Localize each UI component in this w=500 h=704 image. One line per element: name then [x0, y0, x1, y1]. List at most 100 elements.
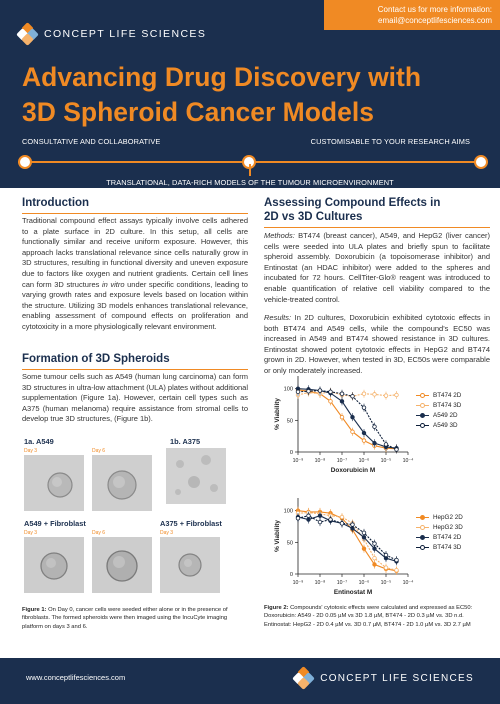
legend-marker-icon: [416, 543, 429, 551]
x-tick-label: 10⁻⁸: [315, 458, 326, 464]
data-point-a549-3d: [372, 424, 377, 429]
x-tick-label: 10⁻⁴: [403, 458, 414, 464]
chart-svg: 0 50 100 10⁻⁹ 10⁻⁸ 10⁻⁷ 10⁻⁶ 10⁻⁵ 10⁻⁴ Entinostat…: [274, 498, 413, 596]
dispersed-cells-image-icon: [166, 448, 226, 504]
y-tick-label: 50: [287, 418, 293, 424]
intro-heading-block: Introduction: [22, 196, 248, 215]
timeline-decoration: [18, 155, 488, 169]
series-line-bt474-2d: [297, 515, 397, 562]
data-point-bt474-3d: [339, 521, 345, 526]
formation-heading: Formation of 3D Spheroids: [22, 353, 170, 365]
figure2-caption-text: Compounds' cytotoxic effects were calcul…: [264, 605, 473, 628]
results-text: In 2D cultures, Doxorubicin exhibited cy…: [264, 313, 490, 375]
legend-marker-icon: [416, 523, 429, 531]
figure1-caption-text: On Day 0, cancer cells were seeded eithe…: [22, 607, 228, 630]
series-line-a549-3d: [297, 390, 397, 450]
data-point-bt474-2d: [317, 513, 323, 518]
series-line-a549-2d: [297, 388, 397, 449]
x-tick-label: 10⁻⁸: [315, 580, 326, 586]
title-line-1: Advancing Drug Discovery with: [22, 62, 422, 92]
x-tick-label: 10⁻⁷: [337, 458, 348, 464]
legend-marker-icon: [416, 533, 429, 541]
timeline-dot-right: [474, 155, 488, 169]
panel-a-fibroblast-label: A549 + Fibroblast: [24, 519, 86, 528]
x-tick-label: 10⁻⁶: [359, 458, 370, 464]
results-paragraph: Results: In 2D cultures, Doxorubicin exh…: [264, 313, 490, 377]
data-point-bt474-3d: [383, 393, 389, 398]
brand-name: CONCEPT LIFE SCIENCES: [44, 28, 207, 40]
data-point-hepg2-2d: [361, 546, 367, 551]
legend-entry: BT474 3D: [416, 542, 463, 552]
header-banner: Contact us for more information: email@c…: [0, 0, 500, 188]
legend-marker-icon: [416, 391, 429, 399]
x-axis-label: Entinostat M: [334, 589, 372, 596]
timeline-tick: [249, 164, 251, 176]
series-line-hepg2-3d: [297, 512, 397, 571]
series-line-bt474-3d: [297, 391, 397, 397]
data-point-hepg2-2d: [372, 562, 377, 567]
data-point-bt474-3d: [394, 557, 399, 563]
spheroid-image-icon: [92, 455, 152, 511]
contact-label: Contact us for more information:: [377, 5, 492, 14]
data-point-a549-3d: [295, 389, 301, 395]
brand-logo[interactable]: CONCEPT LIFE SCIENCES: [16, 22, 207, 46]
intro-heading-rule: [22, 213, 248, 215]
tagline-left: CONSULTATIVE AND COLLABORATIVE: [22, 137, 161, 146]
day6-label-a-fib: Day 6: [92, 530, 106, 536]
figure2-caption: Figure 2: Compounds' cytotoxic effects w…: [264, 604, 490, 629]
legend-label: BT474 2D: [433, 391, 462, 399]
panel-a-label: 1a. A549: [24, 437, 54, 446]
data-point-bt474-3d: [350, 522, 355, 527]
data-point-bt474-3d: [361, 530, 367, 536]
data-point-hepg2-3d: [372, 555, 377, 561]
tagline-right: CUSTOMISABLE TO YOUR RESEARCH AIMS: [310, 137, 470, 146]
x-tick-label: 10⁻⁶: [359, 580, 370, 586]
methods-label: Methods:: [264, 231, 295, 240]
series-line-bt474-2d: [297, 389, 397, 450]
data-point-a549-2d: [361, 430, 367, 436]
data-point-a549-2d: [339, 399, 345, 404]
data-point-a549-3d: [361, 405, 367, 410]
figure2-caption-label: Figure 2:: [264, 605, 289, 611]
day3-label-a-fib: Day 3: [24, 530, 38, 536]
legend-marker-icon: [416, 421, 429, 429]
micrograph-a375-fib-day3: [160, 537, 220, 593]
contact-email-link[interactable]: email@conceptlifesciences.com: [378, 16, 492, 25]
spheroid-image-icon: [92, 537, 152, 593]
page-title: Advancing Drug Discovery with 3D Spheroi…: [22, 60, 421, 130]
intro-paragraph: Traditional compound effect assays typic…: [22, 216, 248, 333]
footer-bar: www.conceptlifesciences.com CONCEPT LIFE…: [0, 658, 500, 704]
series-line-bt474-3d: [297, 515, 397, 561]
data-point-bt474-3d: [394, 392, 399, 398]
y-tick-label: 100: [284, 387, 293, 393]
data-point-a549-3d: [394, 447, 399, 452]
legend-marker-icon: [416, 411, 429, 419]
y-tick-label: 100: [284, 509, 293, 515]
data-point-bt474-3d: [372, 541, 377, 546]
data-point-bt474-2d: [328, 399, 333, 404]
assessing-heading-line-2: 2D vs 3D Cultures: [264, 211, 363, 223]
micrograph-a549-day6: [92, 455, 152, 511]
legend-entry: BT474 2D: [416, 390, 461, 400]
legend-marker-icon: [416, 401, 429, 409]
y-tick-label: 0: [290, 572, 293, 578]
footer-brand-name: CONCEPT LIFE SCIENCES: [320, 672, 474, 684]
chart-svg: 0 50 100 10⁻⁹ 10⁻⁸ 10⁻⁷ 10⁻⁶ 10⁻⁵ 10⁻⁴ Doxorubici…: [274, 376, 414, 474]
spheroid-image-icon: [24, 455, 84, 511]
panel-b-label: 1b. A375: [170, 437, 201, 446]
legend-entry: BT474 2D: [416, 532, 463, 542]
legend-entry: HepG2 3D: [416, 522, 463, 532]
day6-label-a: Day 6: [92, 448, 106, 454]
data-point-a549-3d: [339, 391, 345, 396]
micrograph-a375: [166, 448, 226, 504]
footer-brand-logo[interactable]: CONCEPT LIFE SCIENCES: [292, 666, 474, 690]
data-point-bt474-3d: [317, 519, 323, 525]
data-point-bt474-3d: [372, 392, 377, 397]
assessing-heading-line-1: Assessing Compound Effects in: [264, 197, 441, 209]
legend-entry: BT474 3D: [416, 400, 461, 410]
website-link[interactable]: www.conceptlifesciences.com: [26, 673, 126, 682]
legend-label: A549 3D: [433, 421, 458, 429]
data-point-hepg2-3d: [339, 514, 345, 520]
legend-label: HepG2 3D: [433, 523, 463, 531]
data-point-a549-3d: [383, 442, 389, 447]
